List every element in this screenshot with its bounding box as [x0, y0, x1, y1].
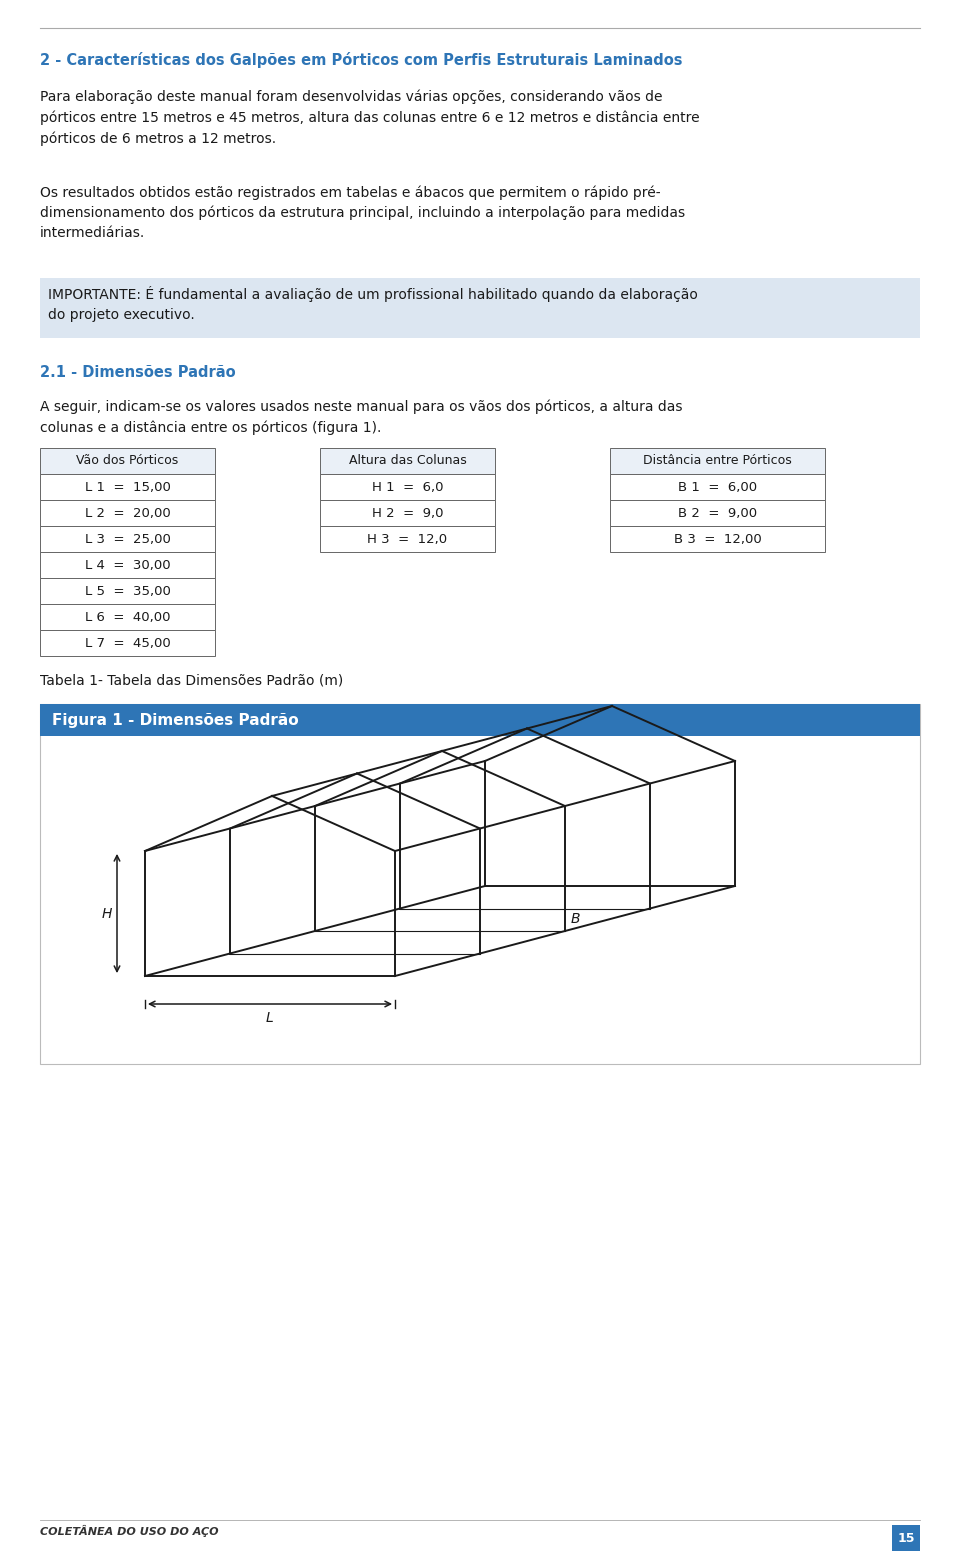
- Bar: [892, 1525, 920, 1551]
- Text: L 6  =  40,00: L 6 = 40,00: [84, 611, 170, 624]
- Text: L 1  =  15,00: L 1 = 15,00: [84, 481, 171, 493]
- Text: L 5  =  35,00: L 5 = 35,00: [84, 585, 171, 597]
- Bar: [40, 704, 920, 1064]
- Text: 2.1 - Dimensões Padrão: 2.1 - Dimensões Padrão: [40, 364, 235, 380]
- Bar: [320, 526, 495, 552]
- Text: H: H: [102, 906, 112, 920]
- Text: B 1  =  6,00: B 1 = 6,00: [678, 481, 757, 493]
- Text: H 1  =  6,0: H 1 = 6,0: [372, 481, 444, 493]
- Bar: [40, 552, 215, 579]
- Text: H 2  =  9,0: H 2 = 9,0: [372, 507, 444, 520]
- Text: Distância entre Pórticos: Distância entre Pórticos: [643, 454, 792, 467]
- Bar: [40, 475, 215, 499]
- Text: L 4  =  30,00: L 4 = 30,00: [84, 558, 170, 571]
- Bar: [40, 526, 215, 552]
- Text: B 2  =  9,00: B 2 = 9,00: [678, 507, 757, 520]
- Text: Tabela 1- Tabela das Dimensões Padrão (m): Tabela 1- Tabela das Dimensões Padrão (m…: [40, 675, 344, 689]
- Text: Altura das Colunas: Altura das Colunas: [348, 454, 467, 467]
- Text: L 2  =  20,00: L 2 = 20,00: [84, 507, 170, 520]
- Text: B: B: [570, 912, 580, 926]
- Bar: [610, 475, 825, 499]
- Text: Figura 1 - Dimensões Padrão: Figura 1 - Dimensões Padrão: [52, 712, 299, 727]
- Text: L 3  =  25,00: L 3 = 25,00: [84, 532, 171, 546]
- Bar: [40, 603, 215, 630]
- Bar: [610, 499, 825, 526]
- Text: L: L: [266, 1011, 274, 1025]
- Text: L 7  =  45,00: L 7 = 45,00: [84, 636, 170, 650]
- Bar: [40, 630, 215, 656]
- Bar: [610, 448, 825, 475]
- Text: B 3  =  12,00: B 3 = 12,00: [674, 532, 761, 546]
- Bar: [320, 499, 495, 526]
- Text: Vão dos Pórticos: Vão dos Pórticos: [77, 454, 179, 467]
- Text: 2 - Características dos Galpões em Pórticos com Perfis Estruturais Laminados: 2 - Características dos Galpões em Pórti…: [40, 53, 683, 68]
- Bar: [40, 278, 920, 338]
- Text: Para elaboração deste manual foram desenvolvidas várias opções, considerando vão: Para elaboração deste manual foram desen…: [40, 90, 700, 146]
- Text: H 3  =  12,0: H 3 = 12,0: [368, 532, 447, 546]
- Bar: [40, 704, 920, 737]
- Bar: [40, 499, 215, 526]
- Bar: [40, 579, 215, 603]
- Bar: [610, 526, 825, 552]
- Bar: [40, 448, 215, 475]
- Text: A seguir, indicam-se os valores usados neste manual para os vãos dos pórticos, a: A seguir, indicam-se os valores usados n…: [40, 400, 683, 436]
- Bar: [320, 475, 495, 499]
- Text: IMPORTANTE: É fundamental a avaliação de um profissional habilitado quando da el: IMPORTANTE: É fundamental a avaliação de…: [48, 285, 698, 323]
- Text: COLETÂNEA DO USO DO AÇO: COLETÂNEA DO USO DO AÇO: [40, 1525, 219, 1537]
- Text: 15: 15: [898, 1532, 915, 1545]
- Bar: [320, 448, 495, 475]
- Text: Os resultados obtidos estão registrados em tabelas e ábacos que permitem o rápid: Os resultados obtidos estão registrados …: [40, 185, 685, 240]
